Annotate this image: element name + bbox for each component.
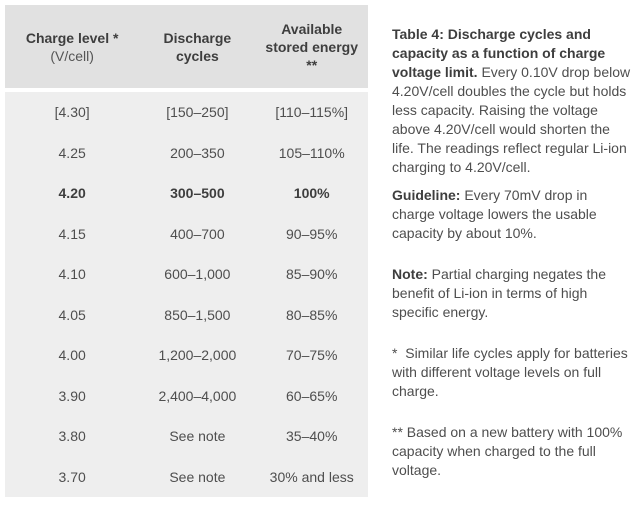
guideline-paragraph: Guideline: Every 70mV drop in charge vol…: [392, 186, 632, 243]
note-label: Note:: [392, 266, 428, 282]
cell-charge-level: 4.20: [58, 185, 86, 202]
table-row: 4.20 300–500 100%: [5, 173, 368, 214]
col-header-charge-level-title: Charge level *: [25, 29, 119, 46]
cell-charge-level: 4.00: [58, 347, 86, 364]
cell-discharge-cycles: 600–1,000: [164, 266, 231, 283]
table-body: [4.30] [150–250] [110–115%] 4.25 200–350…: [5, 92, 368, 497]
cell-stored-energy: 70–75%: [286, 347, 338, 364]
caption-paragraph: Table 4: Discharge cycles and capacity a…: [392, 25, 632, 177]
col-header-discharge-cycles: Discharge cycles: [163, 29, 232, 64]
cell-discharge-cycles: 300–500: [170, 185, 225, 202]
discharge-cycles-table: Charge level * (V/cell) Discharge cycles…: [5, 5, 368, 497]
col-header-charge-level-unit: (V/cell): [50, 47, 94, 64]
table-row: 4.15 400–700 90–95%: [5, 214, 368, 255]
table-row: 3.90 2,400–4,000 60–65%: [5, 376, 368, 417]
cell-stored-energy: 85–90%: [286, 266, 338, 283]
cell-discharge-cycles: 1,200–2,000: [158, 347, 237, 364]
cell-charge-level: 3.80: [58, 428, 86, 445]
col-header-charge-level: Charge level * (V/cell): [5, 11, 139, 83]
cell-discharge-cycles: See note: [169, 468, 226, 485]
cell-charge-level: 4.10: [58, 266, 86, 283]
cell-stored-energy: 35–40%: [286, 428, 338, 445]
guideline-text: Every 70mV drop in charge voltage lowers…: [392, 187, 601, 241]
cell-stored-energy: 30% and less: [269, 468, 354, 485]
cell-discharge-cycles: [150–250]: [166, 104, 229, 121]
cell-stored-energy: [110–115%]: [275, 104, 349, 121]
cell-stored-energy: 105–110%: [278, 144, 345, 161]
cell-discharge-cycles: 850–1,500: [164, 306, 231, 323]
cell-stored-energy: 100%: [293, 185, 330, 202]
table-header-row: Charge level * (V/cell) Discharge cycles…: [5, 5, 368, 88]
caption-text: Every 0.10V drop below 4.20V/cell double…: [392, 64, 634, 175]
cell-discharge-cycles: 400–700: [170, 225, 225, 242]
table-row: 4.25 200–350 105–110%: [5, 133, 368, 174]
cell-stored-energy: 60–65%: [286, 387, 338, 404]
col-header-stored-energy: Available stored energy **: [265, 20, 358, 73]
note-paragraph: Note: Partial charging negates the benef…: [392, 265, 632, 322]
cell-stored-energy: 80–85%: [286, 306, 338, 323]
cell-discharge-cycles: 200–350: [170, 144, 225, 161]
cell-charge-level: 4.25: [58, 144, 86, 161]
table-row: 4.10 600–1,000 85–90%: [5, 254, 368, 295]
footnote-text: ** Based on a new battery with 100% capa…: [392, 424, 627, 478]
table-row: 3.70 See note 30% and less: [5, 457, 368, 498]
guideline-label: Guideline:: [392, 187, 461, 203]
table-row: 4.00 1,200–2,000 70–75%: [5, 335, 368, 376]
table-caption-panel: Table 4: Discharge cycles and capacity a…: [392, 25, 632, 480]
table-row: 3.80 See note 35–40%: [5, 416, 368, 457]
caption-title: Table 4: Discharge cycles and capacity a…: [392, 26, 610, 80]
footnote-single-asterisk: * Similar life cycles apply for batterie…: [392, 344, 632, 401]
table-row: 4.05 850–1,500 80–85%: [5, 295, 368, 336]
table-row: [4.30] [150–250] [110–115%]: [5, 92, 368, 133]
cell-charge-level: 4.05: [58, 306, 86, 323]
note-text: Partial charging negates the benefit of …: [392, 266, 610, 320]
cell-discharge-cycles: 2,400–4,000: [158, 387, 237, 404]
cell-charge-level: 3.70: [58, 468, 86, 485]
cell-charge-level: 3.90: [58, 387, 86, 404]
cell-discharge-cycles: See note: [169, 428, 226, 445]
cell-stored-energy: 90–95%: [286, 225, 338, 242]
footnote-double-asterisk: ** Based on a new battery with 100% capa…: [392, 423, 632, 480]
cell-charge-level: [4.30]: [54, 104, 90, 121]
cell-charge-level: 4.15: [58, 225, 86, 242]
footnote-text: * Similar life cycles apply for batterie…: [392, 345, 632, 399]
